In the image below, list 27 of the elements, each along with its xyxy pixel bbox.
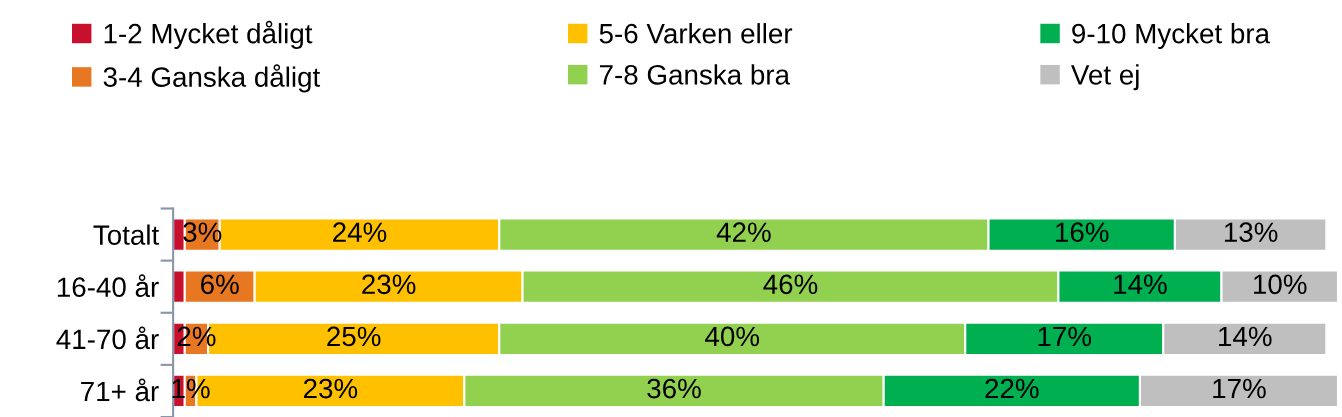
data-label: 17% [1038, 326, 1092, 347]
y-tick-label: 16-40 år [57, 274, 159, 298]
y-tick-label: 41-70 år [56, 326, 159, 350]
data-label: 17% [1213, 378, 1266, 399]
data-label: 6% [201, 274, 239, 295]
y-tick-label: 71+ år [81, 378, 159, 402]
data-label: 14% [1114, 274, 1167, 295]
data-label: 24% [333, 222, 387, 242]
legend-label: 3-4 Ganska dåligt [103, 64, 321, 93]
legend-label: 1-2 Mycket dåligt [104, 20, 313, 49]
data-label: 36% [647, 378, 701, 399]
data-label: 13% [1224, 222, 1278, 243]
legend-label: 9-10 Mycket bra [1072, 23, 1271, 49]
data-label: 46% [763, 274, 818, 295]
data-label: 42% [716, 222, 771, 242]
data-label: 40% [705, 326, 760, 347]
legend-label: 5-6 Varken eller [599, 23, 793, 44]
data-label: 23% [303, 378, 358, 399]
data-label: 22% [985, 378, 1039, 399]
legend-label: Vet ej [1071, 64, 1139, 91]
data-label: 23% [362, 274, 416, 295]
legend-label: 7-8 Ganska bra [599, 64, 791, 85]
data-label: 14% [1219, 326, 1272, 347]
data-label: 10% [1254, 274, 1307, 295]
data-label: 25% [327, 326, 381, 347]
y-tick-label: Totalt [93, 224, 160, 245]
data-label: 16% [1056, 222, 1109, 243]
